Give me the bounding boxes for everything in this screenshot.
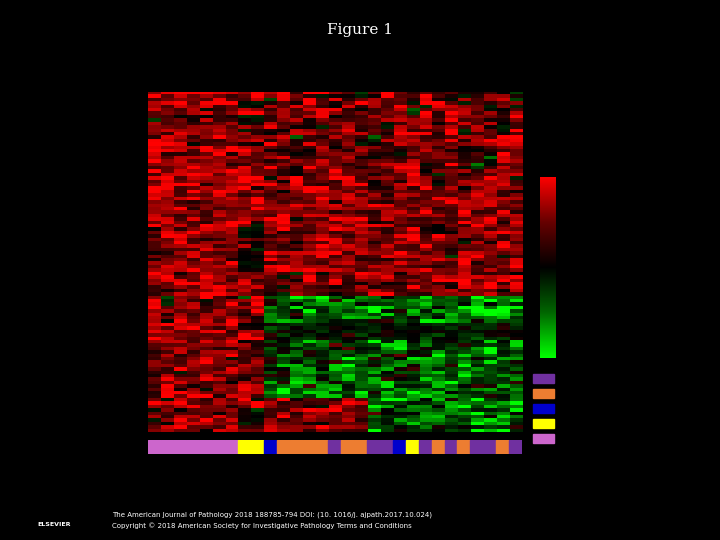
Text: pHCC HCV-10: pHCC HCV-10: [281, 454, 286, 489]
Text: pHCC HCV-4: pHCC HCV-4: [320, 454, 325, 486]
Bar: [199, 440, 212, 454]
Bar: [289, 440, 302, 454]
Text: HGDN HCV-10: HGDN HCV-10: [294, 454, 299, 490]
Text: eHCC HCV-2: eHCC HCV-2: [307, 454, 312, 485]
Text: CN HCV-2: CN HCV-2: [216, 454, 221, 479]
Text: eHCC HCV-4: eHCC HCV-4: [190, 454, 195, 485]
Bar: [225, 440, 238, 454]
Text: pHCC HCV-5: pHCC HCV-5: [462, 454, 467, 486]
Bar: [533, 434, 554, 443]
Text: pHCC HCV-10: pHCC HCV-10: [358, 454, 363, 489]
Text: CN HCV-1: CN HCV-1: [203, 454, 208, 479]
Bar: [483, 440, 496, 454]
Bar: [354, 440, 367, 454]
Text: LGDN HCV: LGDN HCV: [562, 403, 602, 412]
Text: CN HCV-4: CN HCV-4: [177, 454, 182, 479]
Bar: [341, 440, 354, 454]
Text: Figure 1: Figure 1: [327, 23, 393, 37]
Bar: [457, 440, 470, 454]
Bar: [264, 440, 276, 454]
Bar: [406, 440, 419, 454]
Text: HGDN HCV: HGDN HCV: [562, 388, 603, 397]
Text: CN HCV-12: CN HCV-12: [384, 454, 389, 482]
Bar: [148, 440, 161, 454]
Bar: [328, 440, 341, 454]
Bar: [393, 440, 406, 454]
Bar: [419, 440, 431, 454]
Text: pHCC HCV: pHCC HCV: [562, 434, 601, 442]
Bar: [470, 440, 483, 454]
Text: CN HCV-14: CN HCV-14: [164, 454, 169, 482]
Text: pHCC HCV-11: pHCC HCV-11: [345, 454, 350, 489]
Bar: [367, 440, 380, 454]
Bar: [238, 440, 251, 454]
Text: pHCC HCV-12: pHCC HCV-12: [436, 454, 441, 489]
Text: LGDN HCV-10: LGDN HCV-10: [333, 454, 337, 489]
Text: eHCC HCV: eHCC HCV: [562, 418, 601, 427]
Text: eHCC HCV-5: eHCC HCV-5: [487, 454, 492, 485]
Bar: [444, 440, 457, 454]
Text: HGDN HCV-12: HGDN HCV-12: [371, 454, 376, 490]
Text: ELSEVIER: ELSEVIER: [37, 522, 71, 527]
Text: LGDN HCV-5: LGDN HCV-5: [474, 454, 480, 486]
Bar: [212, 440, 225, 454]
Bar: [186, 440, 199, 454]
Text: CN HCV: CN HCV: [562, 373, 591, 382]
Bar: [315, 440, 328, 454]
Bar: [533, 374, 554, 383]
Text: Copyright © 2018 American Society for Investigative Pathology Terms and Conditio: Copyright © 2018 American Society for In…: [112, 522, 411, 529]
Bar: [496, 440, 509, 454]
Text: pHCC HCV-1: pHCC HCV-1: [255, 454, 260, 486]
Bar: [174, 440, 186, 454]
Text: pHCC HCV-1: pHCC HCV-1: [410, 454, 415, 486]
Text: LGDN HCV-12: LGDN HCV-12: [397, 454, 402, 489]
Text: LGDN HCV-14: LGDN HCV-14: [268, 454, 273, 489]
Bar: [276, 440, 289, 454]
Bar: [380, 440, 393, 454]
Text: LGDN HCV-11: LGDN HCV-11: [423, 454, 428, 489]
Bar: [161, 440, 174, 454]
Text: eHCC HCV-2: eHCC HCV-2: [229, 454, 234, 485]
Text: The American Journal of Pathology 2018 188785-794 DOI: (10. 1016/j. ajpath.2017.: The American Journal of Pathology 2018 1…: [112, 512, 431, 518]
Text: CN HCV-11: CN HCV-11: [151, 454, 156, 482]
Text: pHCC HCV-1: pHCC HCV-1: [242, 454, 247, 486]
Bar: [431, 440, 444, 454]
Bar: [302, 440, 315, 454]
Bar: [251, 440, 264, 454]
Bar: [533, 419, 554, 428]
Text: LGDN HCV-12: LGDN HCV-12: [513, 454, 518, 489]
Bar: [533, 389, 554, 398]
Bar: [509, 440, 522, 454]
Text: pHCC HCV-12: pHCC HCV-12: [500, 454, 505, 489]
Text: eHCC HCV-11: eHCC HCV-11: [449, 454, 454, 489]
Bar: [533, 404, 554, 413]
